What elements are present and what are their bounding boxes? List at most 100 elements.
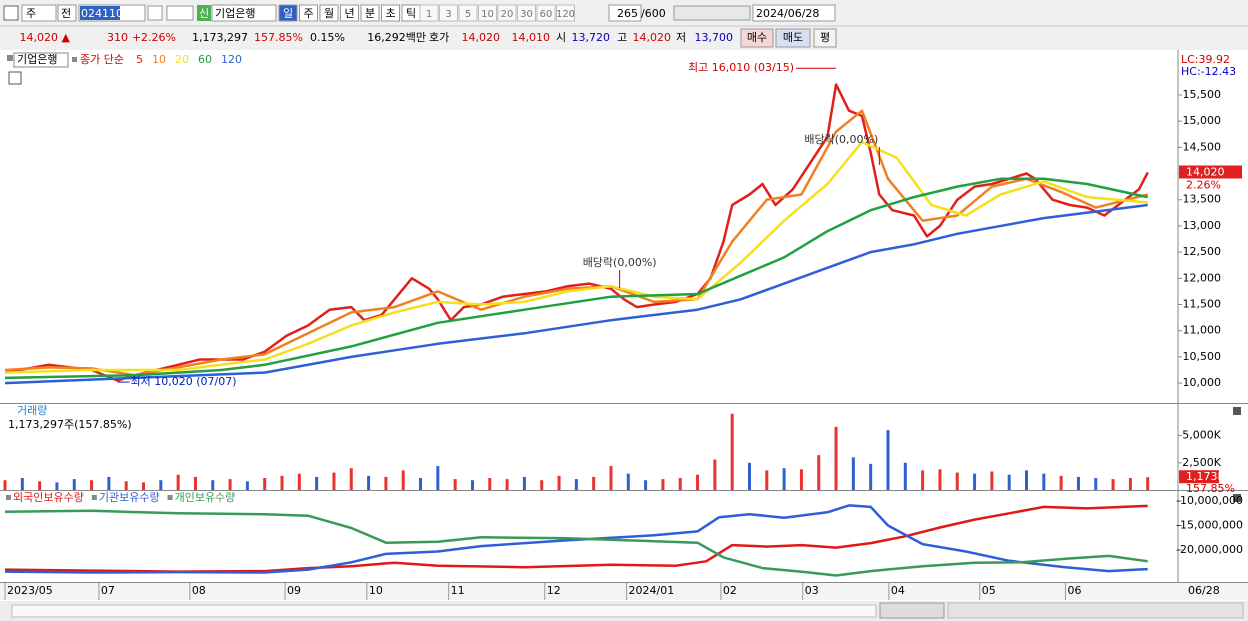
volume-bar (38, 481, 42, 490)
legend-entry: 20 (175, 53, 189, 66)
mode-box[interactable] (57, 4, 77, 22)
y-tick-label: -20,000,000 (1176, 543, 1243, 556)
interval-button[interactable] (497, 4, 517, 22)
x-tick-label: 05 (982, 584, 996, 597)
y-tick-label: 15,500 (1183, 88, 1222, 101)
period-label: 년 (344, 7, 354, 20)
volume-bar (3, 480, 7, 490)
period-button[interactable] (360, 4, 380, 22)
order-button[interactable] (813, 28, 837, 48)
volume-bar (1042, 473, 1046, 490)
x-tick-label: 08 (192, 584, 206, 597)
ask-label: 호가 (429, 31, 449, 44)
volume-bar (817, 455, 821, 490)
volume-bar (713, 459, 717, 490)
interval-button[interactable] (419, 4, 439, 22)
count-box[interactable] (608, 4, 642, 22)
volume-bar (1059, 475, 1063, 490)
order-label: 평 (820, 31, 830, 44)
volume-bar (1025, 470, 1029, 490)
x-tick-label: 12 (547, 584, 561, 597)
volume-bar (419, 478, 423, 490)
volume-bar (55, 482, 59, 490)
legend-square (72, 57, 77, 62)
tool-icons[interactable] (673, 5, 751, 21)
ask: 14,020 (462, 31, 501, 44)
y-tick-label: 11,000 (1183, 324, 1222, 337)
series-line (4, 504, 1148, 573)
name-box (211, 4, 277, 22)
credit: 신 (199, 7, 209, 20)
legend-label: 종가 단순 (80, 53, 124, 66)
x-tick-label: 03 (805, 584, 819, 597)
search-button[interactable] (147, 5, 163, 21)
credit-badge (197, 5, 211, 21)
series-line (4, 140, 1148, 374)
volume-bar (938, 469, 942, 490)
interval-label: 3 (445, 9, 451, 20)
volume-bar (678, 478, 682, 490)
interval-button[interactable] (517, 4, 536, 22)
volume-bar (557, 475, 561, 490)
y-tick-label: 13,500 (1183, 193, 1222, 206)
zoom-tools[interactable] (947, 602, 1244, 619)
panel-icon[interactable] (8, 71, 22, 85)
order-button[interactable] (775, 28, 811, 48)
volume-bar (765, 470, 769, 490)
period-button[interactable] (381, 4, 400, 22)
period-label: 분 (365, 7, 375, 20)
x-tick-label: 10 (369, 584, 383, 597)
period-button[interactable] (340, 4, 359, 22)
interval-button[interactable] (556, 4, 575, 22)
interval-button[interactable] (478, 4, 497, 22)
annotation: 최저 10,020 (07/07) (131, 375, 237, 388)
interval-button[interactable] (458, 4, 478, 22)
period-button[interactable] (299, 4, 318, 22)
volume-bar (505, 479, 509, 490)
panel-close[interactable] (1233, 407, 1241, 415)
market-select[interactable] (21, 4, 57, 22)
sound-button[interactable] (166, 5, 194, 21)
panel-close[interactable] (1233, 494, 1241, 502)
mode: 전 (61, 7, 71, 20)
volume-info: 1,173,297주(157.85%) (8, 418, 132, 431)
volume-bar (228, 479, 232, 490)
period-button[interactable] (319, 4, 339, 22)
date-box[interactable] (752, 4, 836, 22)
last-volume: 1,173K (1186, 470, 1225, 483)
legend-name-box (13, 52, 69, 68)
period-label: 주 (303, 7, 313, 20)
volume-bar (1146, 477, 1150, 490)
menu-icon[interactable] (3, 5, 19, 21)
volume-bar (1007, 474, 1011, 490)
last-price-box (1179, 165, 1242, 179)
right-axis-bg (1178, 50, 1248, 600)
volume-bar (367, 475, 371, 490)
nav-buttons[interactable] (879, 602, 945, 619)
interval-label: 120 (556, 9, 575, 20)
annotation: 배당락(0,00%) (583, 256, 657, 269)
volume-bar (609, 466, 613, 490)
volume-bar (488, 478, 492, 490)
scrollbar-track[interactable] (11, 604, 877, 618)
legend-square (7, 55, 13, 61)
order-label: 매도 (783, 31, 803, 44)
y-tick-label: 12,000 (1183, 271, 1222, 284)
interval-label: 60 (540, 9, 553, 20)
x-tick-label: 06 (1067, 584, 1081, 597)
count-max: /600 (641, 7, 666, 20)
last-price: 14,020 (1186, 165, 1225, 178)
series-line (4, 203, 1148, 385)
order-button[interactable] (740, 28, 774, 48)
volume-bar (211, 480, 215, 490)
period-button[interactable] (278, 4, 298, 22)
interval-button[interactable] (536, 4, 556, 22)
volume-bar (1128, 478, 1132, 490)
interval-button[interactable] (439, 4, 458, 22)
open-label: 시 (556, 31, 566, 44)
volume-bar (90, 480, 94, 490)
y-tick-label: 12,500 (1183, 245, 1222, 258)
date: 2024/06/28 (756, 7, 819, 20)
interval-label: 20 (501, 9, 514, 20)
volume-bar (349, 468, 353, 490)
